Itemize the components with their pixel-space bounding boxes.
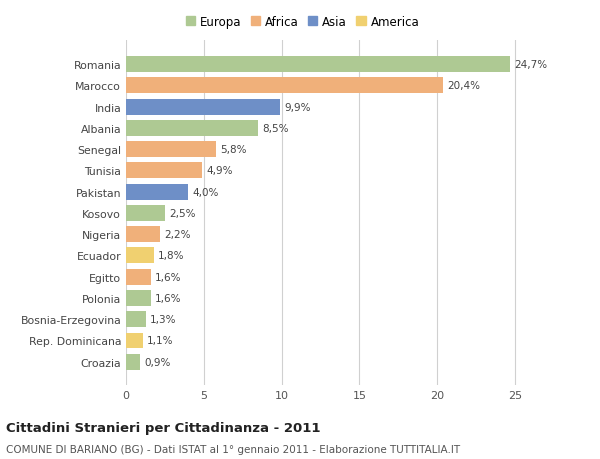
- Text: 1,8%: 1,8%: [158, 251, 184, 261]
- Bar: [126, 142, 216, 158]
- Bar: [126, 269, 151, 285]
- Text: Cittadini Stranieri per Cittadinanza - 2011: Cittadini Stranieri per Cittadinanza - 2…: [6, 421, 320, 434]
- Text: 9,9%: 9,9%: [284, 102, 310, 112]
- Text: 2,5%: 2,5%: [169, 208, 195, 218]
- Bar: [126, 184, 188, 200]
- Text: 1,6%: 1,6%: [155, 272, 181, 282]
- Text: 24,7%: 24,7%: [514, 60, 547, 70]
- Bar: [126, 100, 280, 115]
- Bar: [126, 312, 146, 327]
- Text: 1,3%: 1,3%: [150, 314, 176, 325]
- Text: 4,0%: 4,0%: [192, 187, 218, 197]
- Bar: [126, 291, 151, 306]
- Text: 5,8%: 5,8%: [220, 145, 247, 155]
- Text: 1,6%: 1,6%: [155, 293, 181, 303]
- Bar: [126, 227, 160, 243]
- Text: 4,9%: 4,9%: [206, 166, 233, 176]
- Text: 8,5%: 8,5%: [262, 123, 289, 134]
- Bar: [126, 333, 143, 349]
- Legend: Europa, Africa, Asia, America: Europa, Africa, Asia, America: [182, 12, 423, 32]
- Bar: [126, 206, 165, 221]
- Bar: [126, 354, 140, 370]
- Bar: [126, 163, 202, 179]
- Text: 20,4%: 20,4%: [447, 81, 480, 91]
- Bar: [126, 78, 443, 94]
- Text: 1,1%: 1,1%: [147, 336, 173, 346]
- Text: 0,9%: 0,9%: [144, 357, 170, 367]
- Bar: [126, 248, 154, 264]
- Text: 2,2%: 2,2%: [164, 230, 191, 240]
- Text: COMUNE DI BARIANO (BG) - Dati ISTAT al 1° gennaio 2011 - Elaborazione TUTTITALIA: COMUNE DI BARIANO (BG) - Dati ISTAT al 1…: [6, 444, 460, 454]
- Bar: [126, 57, 510, 73]
- Bar: [126, 121, 258, 136]
